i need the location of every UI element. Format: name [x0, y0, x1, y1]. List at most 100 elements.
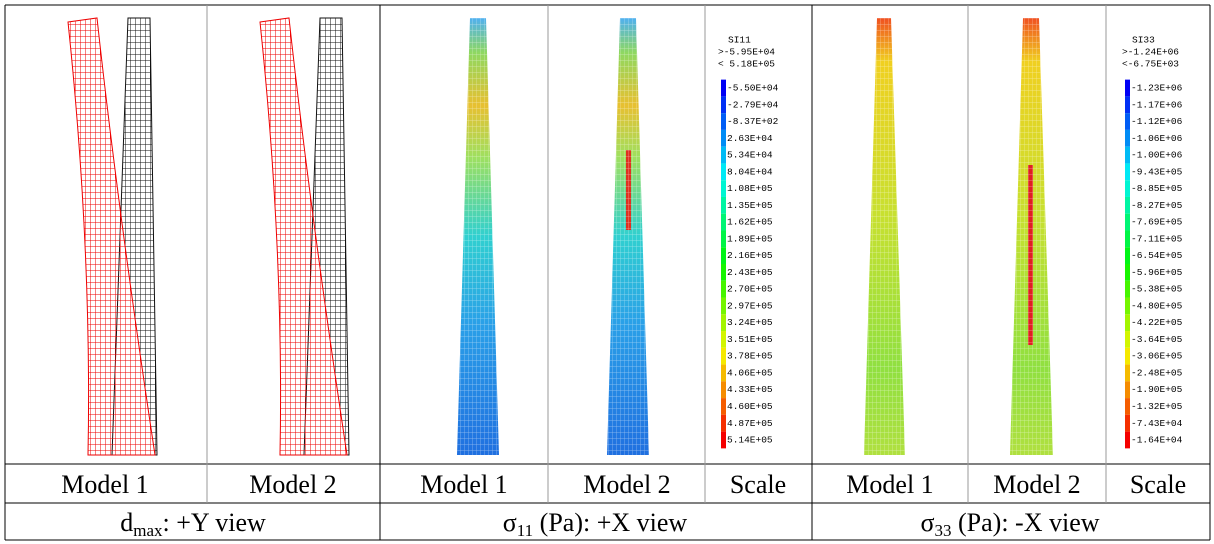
scale-swatch: [721, 180, 726, 197]
scale-level: -7.43E+04: [1131, 418, 1183, 429]
scale-level: 2.43E+05: [727, 267, 773, 278]
column-label: Model 1: [420, 470, 507, 499]
scale-level: -1.23E+06: [1131, 83, 1183, 94]
scale-level: 1.89E+05: [727, 233, 773, 244]
scale-level: 2.16E+05: [727, 250, 773, 261]
caption-text: (Pa): -X view: [952, 508, 1100, 537]
scale-swatch: [721, 79, 726, 97]
scale-swatch: [721, 129, 726, 147]
scale-swatch: [1125, 129, 1130, 147]
caption: dmax: +Y view: [120, 508, 266, 540]
scale-level: -2.48E+05: [1131, 367, 1183, 378]
scale-level: -1.00E+06: [1131, 150, 1183, 161]
scale-swatch: [1125, 264, 1130, 281]
scale-swatch: [1125, 381, 1130, 399]
scale-swatch: [721, 431, 726, 449]
scale-swatch: [721, 280, 726, 298]
scale-swatch: [721, 213, 726, 231]
scale-level: 8.04E+04: [727, 166, 773, 177]
caption-text: (Pa): +X view: [533, 508, 687, 537]
scale-max: >-5.95E+04: [718, 47, 775, 58]
scale-level: 4.60E+05: [727, 401, 773, 412]
scale-level: -8.85E+05: [1131, 183, 1183, 194]
scale-level: 2.63E+04: [727, 133, 773, 144]
scale-level: 4.87E+05: [727, 418, 773, 429]
scale-swatch: [721, 314, 726, 332]
scale-level: -1.12E+06: [1131, 116, 1183, 127]
caption: σ33 (Pa): -X view: [920, 508, 1099, 540]
scale-swatch: [721, 297, 726, 315]
scale-level: 1.08E+05: [727, 183, 773, 194]
column-label: Model 2: [993, 470, 1080, 499]
scale-swatch: [1125, 113, 1130, 130]
scale-level: 3.24E+05: [727, 317, 773, 328]
stress-s11-model-2: [607, 18, 649, 455]
scale-level: 2.70E+05: [727, 284, 773, 295]
scale-swatch: [1125, 163, 1130, 181]
scale-swatch: [721, 364, 726, 382]
scale-min: <-6.75E+03: [1122, 59, 1179, 70]
scale-level: -5.38E+05: [1131, 284, 1183, 295]
scale-level: 3.78E+05: [727, 351, 773, 362]
deformed-mesh-model-2: [259, 17, 350, 456]
scale-swatch: [721, 264, 726, 281]
scale-level: 5.34E+04: [727, 150, 773, 161]
scale-title: SI11: [728, 35, 751, 46]
scale-level: -7.69E+05: [1131, 217, 1183, 228]
scale-level: -4.80E+05: [1131, 300, 1183, 311]
scale-level: -8.27E+05: [1131, 200, 1183, 211]
caption-subscript: 11: [517, 521, 533, 540]
caption-symbol: σ: [503, 508, 517, 537]
scale-swatch: [721, 113, 726, 130]
caption: σ11 (Pa): +X view: [503, 508, 688, 540]
scale-min: < 5.18E+05: [718, 59, 775, 70]
scale-level: -3.06E+05: [1131, 351, 1183, 362]
scale-swatch: [1125, 213, 1130, 231]
caption-symbol: σ: [920, 508, 934, 537]
scale-swatch: [721, 163, 726, 181]
scale-swatch: [721, 146, 726, 164]
caption-symbol: d: [120, 508, 133, 537]
scale-level: -1.32E+05: [1131, 401, 1183, 412]
stress-s33-model-1: [864, 18, 905, 455]
scale-swatch: [1125, 297, 1130, 315]
scale-level: -2.79E+04: [727, 99, 779, 110]
scale-swatch: [721, 347, 726, 365]
scale-swatch: [1125, 398, 1130, 415]
scale-level: 4.06E+05: [727, 367, 773, 378]
scale-swatch: [1125, 347, 1130, 365]
scale-swatch: [1125, 96, 1130, 114]
scale-level: 3.51E+05: [727, 334, 773, 345]
scale-level: -5.50E+04: [727, 83, 779, 94]
column-label: Scale: [730, 470, 786, 499]
scale-level: -1.64E+04: [1131, 435, 1183, 446]
scale-level: 1.62E+05: [727, 217, 773, 228]
table-rules: [4, 4, 1211, 541]
scale-swatch: [1125, 180, 1130, 197]
scale-level: -6.54E+05: [1131, 250, 1183, 261]
column-label: Model 2: [249, 470, 336, 499]
scale-swatch: [1125, 314, 1130, 332]
caption-subscript: max: [133, 521, 163, 540]
scale-swatch: [1125, 196, 1130, 214]
deformed-mesh-model-1: [67, 17, 158, 456]
scale-swatch: [1125, 247, 1130, 264]
scale-swatch: [721, 247, 726, 264]
scale-level: 4.33E+05: [727, 384, 773, 395]
scale-swatch: [1125, 146, 1130, 164]
scale-level: -1.90E+05: [1131, 384, 1183, 395]
scale-swatch: [721, 196, 726, 214]
scale-swatch: [1125, 280, 1130, 298]
scale-level: 2.97E+05: [727, 300, 773, 311]
scale-swatch: [721, 230, 726, 248]
scale-swatch: [1125, 331, 1130, 348]
scale-swatch: [1125, 364, 1130, 382]
column-label: Model 1: [846, 470, 933, 499]
scale-swatch: [721, 398, 726, 415]
scale-level: -9.43E+05: [1131, 166, 1183, 177]
scale-level: -1.06E+06: [1131, 133, 1183, 144]
caption-text: : +Y view: [163, 508, 266, 537]
scale-level: -3.64E+05: [1131, 334, 1183, 345]
stress-s11-model-1: [457, 18, 499, 455]
